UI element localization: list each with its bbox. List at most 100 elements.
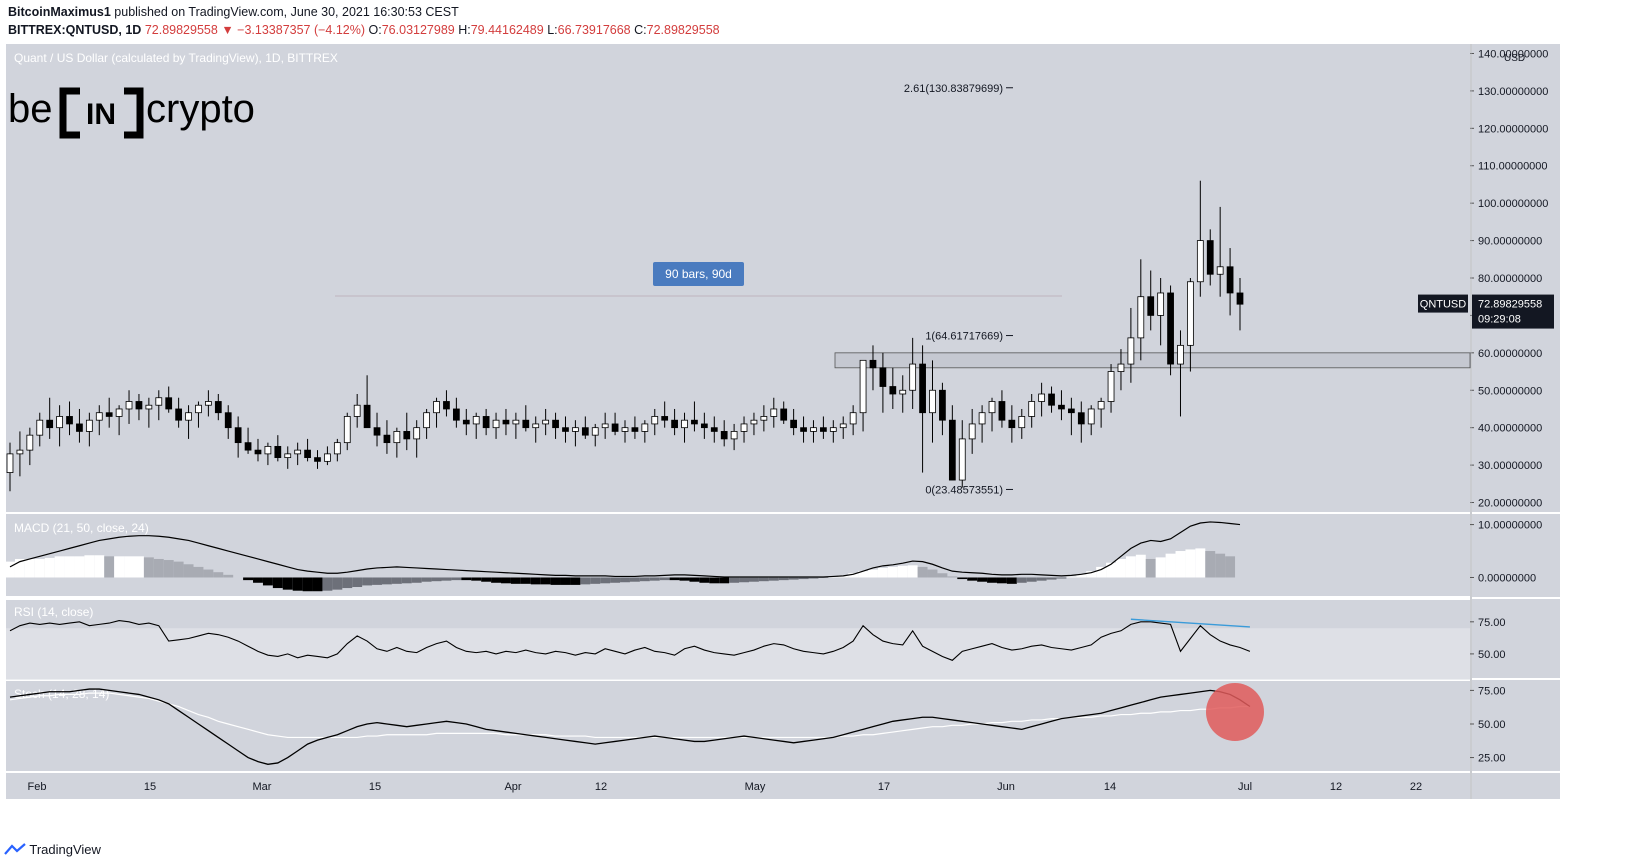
macd-hist-bar	[1205, 551, 1216, 578]
candle-body	[353, 404, 361, 417]
candle-body	[591, 427, 599, 436]
fib-level-label: 2.61(130.83879699)	[904, 83, 1003, 95]
candle-body	[105, 412, 113, 417]
macd-hist-bar	[54, 556, 65, 578]
macd-hist-bar	[451, 577, 462, 581]
x-tick-label: 12	[595, 781, 607, 793]
macd-hist-bar	[243, 577, 254, 581]
macd-hist-bar	[431, 577, 442, 582]
candle-body	[859, 359, 867, 414]
macd-hist-bar	[580, 577, 591, 585]
macd-hist-bar	[709, 577, 720, 584]
stoch-tick-label: 50.00	[1478, 719, 1506, 731]
macd-hist-bar	[768, 577, 779, 581]
candle-body	[988, 401, 996, 414]
x-tick-label: 15	[369, 781, 381, 793]
candle-body	[929, 389, 936, 414]
candle-body	[234, 427, 242, 444]
candle-body	[968, 423, 976, 440]
macd-hist-bar	[1106, 562, 1117, 578]
stoch-tick-label: 25.00	[1478, 753, 1506, 765]
macd-hist-bar	[312, 577, 323, 592]
stoch-k-line	[9, 688, 1251, 765]
candle-body	[1157, 292, 1165, 316]
candle-body	[750, 419, 758, 425]
candle-body	[492, 419, 500, 429]
candle-body	[512, 419, 520, 425]
macd-hist-bar	[491, 577, 502, 583]
macd-hist-bar	[808, 577, 819, 579]
macd-hist-bar	[381, 577, 392, 585]
macd-hist-bar	[1145, 558, 1156, 578]
candle-body	[1187, 281, 1194, 346]
candle-body	[85, 419, 93, 432]
candle-body	[1097, 401, 1105, 410]
candle-body	[1216, 266, 1224, 275]
macd-hist-bar	[34, 558, 45, 578]
candle-body	[6, 453, 14, 473]
macd-hist-bar	[24, 558, 35, 578]
author-name[interactable]: BitcoinMaximus1	[8, 5, 111, 19]
macd-hist-bar	[411, 577, 422, 583]
tradingview-logo[interactable]: TradingView	[4, 842, 101, 857]
close-label: C:	[634, 23, 647, 37]
candle-body	[790, 419, 798, 429]
macd-hist-bar	[1026, 577, 1037, 582]
candle-body	[1177, 344, 1184, 365]
x-tick-label: Apr	[504, 781, 521, 793]
macd-hist-bar	[818, 577, 829, 579]
x-tick-label: 15	[144, 781, 156, 793]
candle-body	[214, 401, 222, 414]
candle-body	[939, 389, 946, 421]
macd-hist-bar	[421, 577, 432, 582]
candle-body	[125, 401, 133, 410]
rsi-tick-label: 75.00	[1478, 617, 1506, 629]
macd-hist-bar	[322, 577, 333, 591]
candle-body	[393, 431, 401, 444]
candle-body	[879, 367, 887, 387]
candle-body	[304, 449, 311, 459]
macd-hist-bar	[937, 573, 948, 578]
price-axis-bg	[1472, 44, 1560, 799]
macd-hist-bar	[461, 577, 472, 581]
x-tick-label: 17	[878, 781, 890, 793]
macd-hist-bar	[540, 577, 551, 585]
candle-body	[562, 427, 569, 432]
macd-hist-bar	[253, 577, 263, 583]
macd-hist-bar	[501, 577, 511, 584]
macd-hist-bar	[223, 574, 234, 578]
price-chart[interactable]: 20.00000000 30.00000000 40.00000000 50.0000…	[0, 44, 1627, 832]
macd-hist-bar	[560, 577, 571, 585]
macd-hist-bar	[153, 558, 164, 578]
macd-hist-bar	[481, 577, 492, 582]
macd-hist-bar	[193, 566, 204, 578]
candle-body	[621, 427, 629, 432]
candle-body	[572, 427, 579, 432]
candle-body	[452, 408, 460, 421]
macd-hist-bar	[74, 556, 85, 578]
candle-body	[720, 431, 728, 440]
macd-hist-bar	[788, 577, 799, 580]
candle-body	[1028, 401, 1036, 417]
macd-hist-bar	[1125, 556, 1136, 578]
candle-body	[254, 449, 262, 455]
y-tick-label: 30.00000000	[1478, 460, 1542, 472]
macd-hist-bar	[1066, 576, 1077, 578]
candle-body	[175, 408, 183, 421]
macd-hist-bar	[868, 569, 878, 578]
fib-level-label: 0(23.48573551)	[925, 484, 1003, 496]
stoch-d-line	[9, 692, 1250, 739]
macd-hist-bar	[84, 555, 95, 578]
macd-hist-bar	[332, 577, 343, 590]
candle-body	[1008, 419, 1016, 429]
macd-hist-bar	[183, 564, 194, 578]
macd-hist-bar	[391, 577, 402, 584]
candle-body	[760, 416, 768, 421]
candle-body	[681, 419, 688, 429]
macd-hist-bar	[1135, 554, 1146, 578]
macd-hist-bar	[292, 577, 303, 591]
candle-body	[433, 401, 440, 414]
macd-hist-bar	[124, 556, 134, 578]
candle-body	[1196, 240, 1204, 283]
close-value: 72.89829558	[646, 23, 720, 37]
